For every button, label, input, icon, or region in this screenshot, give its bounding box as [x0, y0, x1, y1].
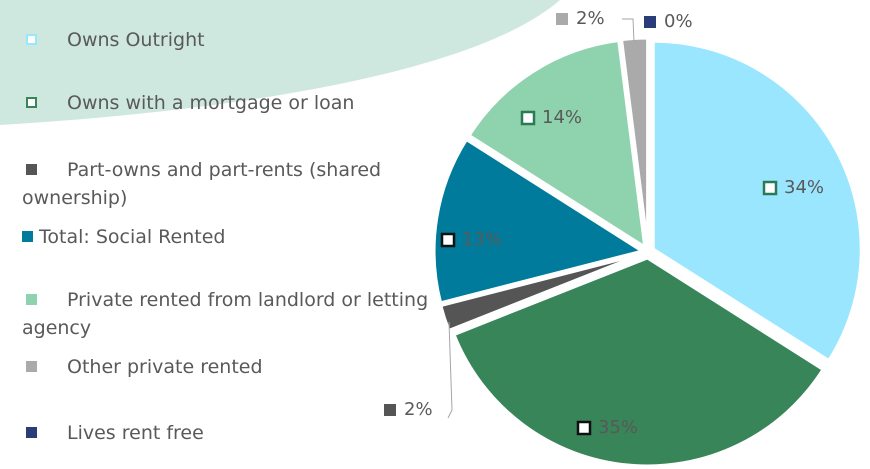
legend-item: Private rented from landlord or letting … [22, 286, 442, 342]
legend-key [26, 294, 37, 305]
data-label: 2% [576, 8, 605, 29]
legend-key [22, 231, 33, 242]
legend-label: Total: Social Rented [39, 226, 226, 248]
legend-item: Part-owns and part-rents (shared ownersh… [22, 156, 442, 212]
legend-item: Total: Social Rented [22, 223, 442, 251]
legend-label: Private rented from landlord or letting … [22, 289, 429, 339]
data-label: 13% [462, 229, 502, 250]
legend-label: Other private rented [67, 356, 263, 378]
pie-slice [467, 38, 647, 250]
legend-item: Other private rented [22, 353, 442, 381]
data-label: 34% [784, 177, 824, 198]
label-key [762, 180, 778, 196]
data-label: 14% [542, 107, 582, 128]
legend-key [26, 361, 37, 372]
data-label: 0% [664, 11, 693, 32]
data-label: 35% [598, 417, 638, 438]
legend-label: Owns Outright [67, 29, 205, 51]
label-key [440, 232, 456, 248]
legend-item: Owns with a mortgage or loan [22, 89, 442, 117]
label-key [520, 110, 536, 126]
pie-slice [432, 137, 646, 305]
legend-key [26, 427, 37, 438]
legend-label: Owns with a mortgage or loan [67, 92, 355, 114]
label-key [576, 420, 592, 436]
legend-item: Owns Outright [22, 26, 442, 54]
leader-line [447, 321, 453, 419]
label-key [384, 404, 396, 416]
label-key [556, 13, 568, 25]
label-key [644, 16, 656, 28]
leader-line [622, 18, 635, 43]
legend-key [26, 97, 37, 108]
legend-label: Lives rent free [67, 422, 204, 444]
legend-key [26, 34, 37, 45]
pie-slice [452, 256, 826, 468]
background-arc [0, 0, 560, 125]
pie-slice [651, 39, 863, 363]
data-label: 2% [404, 399, 433, 420]
legend-key [26, 164, 37, 175]
legend-item: Lives rent free [22, 419, 442, 447]
legend-label: Part-owns and part-rents (shared ownersh… [22, 159, 382, 209]
